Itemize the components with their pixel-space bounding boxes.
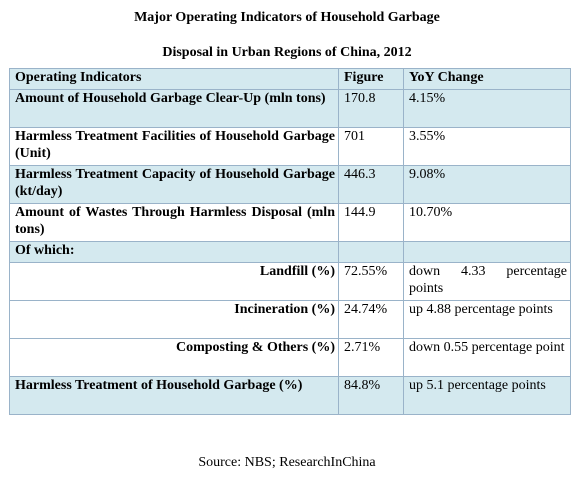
row-label: Harmless Treatment Facilities of Househo… [9,127,339,166]
table-row: Composting & Others (%) 2.71% down 0.55 … [9,338,571,377]
row-label: Of which: [9,241,339,263]
row-label: Incineration (%) [9,300,339,339]
row-change: down 0.55 percentage point [403,338,571,377]
row-change: up 5.1 percentage points [403,376,571,415]
table-row: Incineration (%) 24.74% up 4.88 percenta… [9,300,571,339]
row-label: Composting & Others (%) [9,338,339,377]
row-label: Amount of Wastes Through Harmless Dispos… [9,203,339,242]
row-change: down 4.33 percentage points [403,262,571,301]
row-figure: 446.3 [338,165,404,204]
row-label: Harmless Treatment Capacity of Household… [9,165,339,204]
row-figure: 84.8% [338,376,404,415]
indicators-table: Operating Indicators Figure YoY Change A… [9,68,571,415]
row-change: 3.55% [403,127,571,166]
table-row: Harmless Treatment of Household Garbage … [9,376,571,415]
table-title-line-1: Major Operating Indicators of Household … [134,10,440,25]
table-row: Of which: [9,241,571,263]
header-yoy-change: YoY Change [403,68,571,90]
table-row: Harmless Treatment Capacity of Household… [9,165,571,204]
row-change: 10.70% [403,203,571,242]
table-row: Amount of Household Garbage Clear-Up (ml… [9,89,571,128]
table-row: Landfill (%) 72.55% down 4.33 percentage… [9,262,571,301]
table-row: Harmless Treatment Facilities of Househo… [9,127,571,166]
header-figure: Figure [338,68,404,90]
source-note: Source: NBS; ResearchInChina [198,455,376,470]
row-figure: 144.9 [338,203,404,242]
row-label: Landfill (%) [9,262,339,301]
row-change: up 4.88 percentage points [403,300,571,339]
row-label: Harmless Treatment of Household Garbage … [9,376,339,415]
table-title-line-2: Disposal in Urban Regions of China, 2012 [162,45,412,60]
row-figure: 24.74% [338,300,404,339]
row-change: 4.15% [403,89,571,128]
row-figure: 72.55% [338,262,404,301]
row-figure [338,241,404,263]
row-figure: 170.8 [338,89,404,128]
row-figure: 2.71% [338,338,404,377]
row-change [403,241,571,263]
table-row: Amount of Wastes Through Harmless Dispos… [9,203,571,242]
row-label: Amount of Household Garbage Clear-Up (ml… [9,89,339,128]
row-figure: 701 [338,127,404,166]
header-operating-indicators: Operating Indicators [9,68,339,90]
row-change: 9.08% [403,165,571,204]
table-header-row: Operating Indicators Figure YoY Change [9,68,571,90]
